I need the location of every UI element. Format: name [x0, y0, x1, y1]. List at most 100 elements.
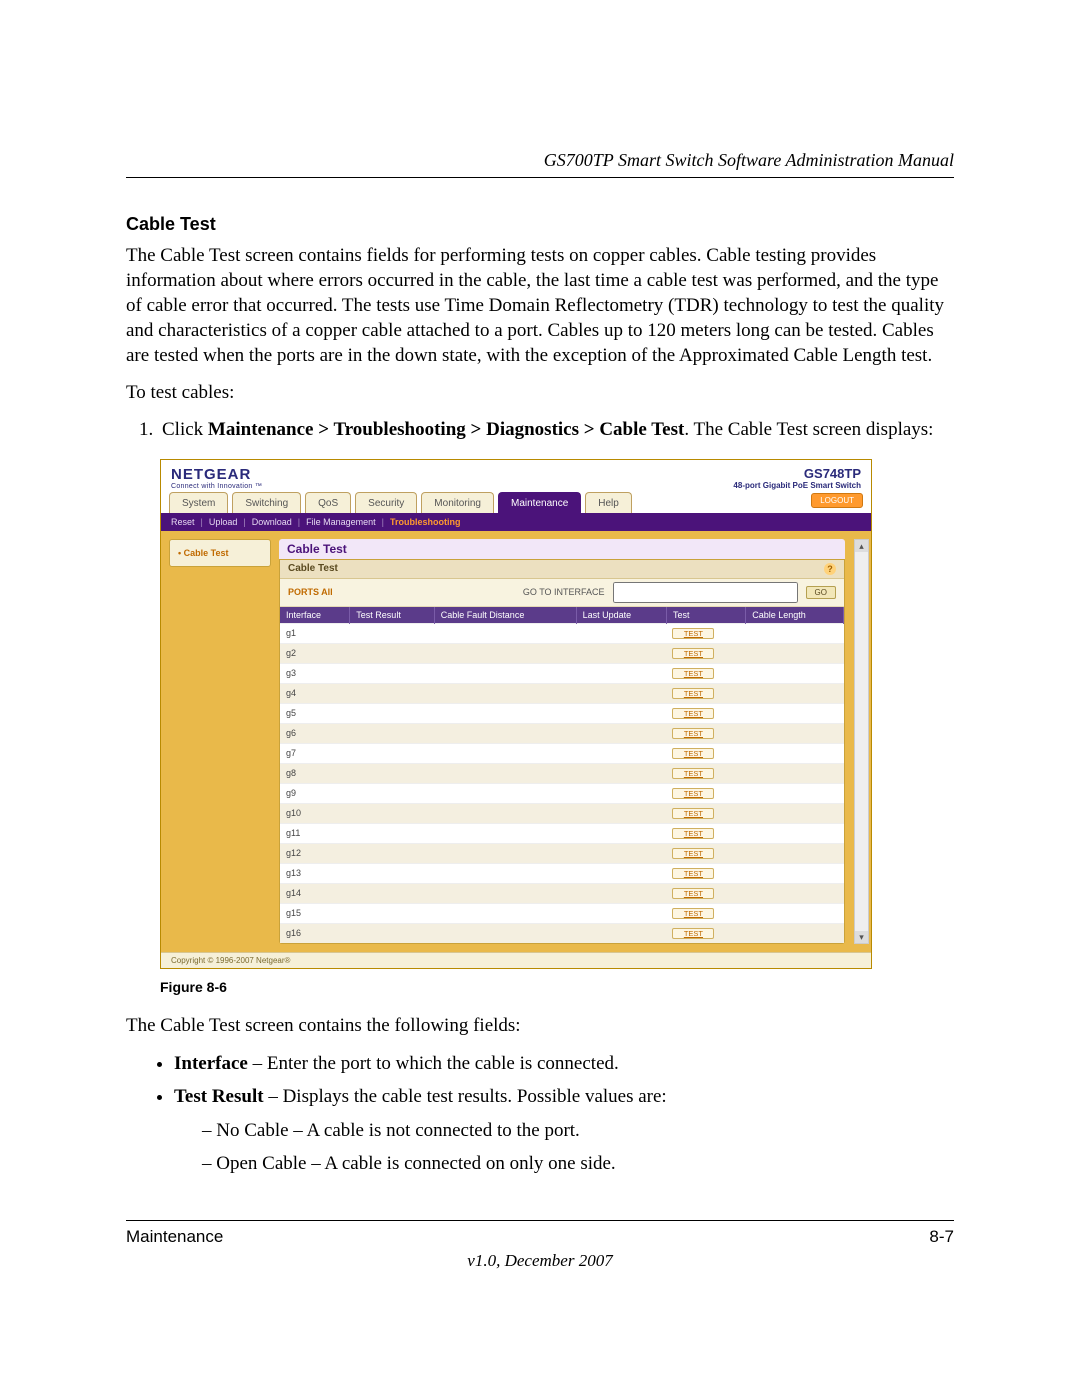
cell-fault-distance: [434, 883, 576, 903]
main-panel: Cable Test Cable Test ? PORTS All GO TO …: [279, 539, 845, 944]
vertical-scrollbar[interactable]: ▴ ▾: [854, 539, 869, 944]
cell-interface: g11: [280, 823, 350, 843]
tab-switching[interactable]: Switching: [232, 492, 301, 513]
cell-test-result: [350, 923, 434, 943]
table-row: g2TEST: [280, 643, 844, 663]
test-button[interactable]: TEST: [672, 928, 714, 939]
step-1: Click Maintenance > Troubleshooting > Di…: [158, 417, 954, 442]
cell-last-update: [576, 823, 666, 843]
cell-fault-distance: [434, 643, 576, 663]
sub-nav: Reset| Upload| Download| File Management…: [161, 513, 871, 531]
footer-version: v1.0, December 2007: [126, 1251, 954, 1271]
cell-fault-distance: [434, 783, 576, 803]
cell-interface: g5: [280, 703, 350, 723]
cell-fault-distance: [434, 903, 576, 923]
cell-test: TEST: [666, 743, 745, 763]
tab-qos[interactable]: QoS: [305, 492, 351, 513]
logo-block: NETGEAR Connect with Innovation ™: [171, 466, 262, 490]
table-header-row: Interface Test Result Cable Fault Distan…: [280, 607, 844, 624]
subnav-download[interactable]: Download: [252, 517, 292, 527]
go-button[interactable]: GO: [806, 586, 836, 599]
help-icon[interactable]: ?: [824, 563, 836, 575]
test-button[interactable]: TEST: [672, 688, 714, 699]
col-interface: Interface: [280, 607, 350, 624]
subnav-upload[interactable]: Upload: [209, 517, 238, 527]
cell-test-result: [350, 643, 434, 663]
cell-test-result: [350, 863, 434, 883]
table-row: g9TEST: [280, 783, 844, 803]
test-button[interactable]: TEST: [672, 748, 714, 759]
panel-subheading: Cable Test ?: [280, 560, 844, 579]
step-bold-path: Maintenance > Troubleshooting > Diagnost…: [208, 419, 684, 440]
step-prefix: Click: [162, 419, 208, 440]
cell-cable-length: [746, 623, 844, 643]
cell-last-update: [576, 923, 666, 943]
cell-fault-distance: [434, 823, 576, 843]
window-footer: Copyright © 1996-2007 Netgear®: [161, 952, 871, 968]
subnav-reset[interactable]: Reset: [171, 517, 195, 527]
col-cable-length: Cable Length: [746, 607, 844, 624]
test-button[interactable]: TEST: [672, 668, 714, 679]
cell-test-result: [350, 703, 434, 723]
scroll-down-icon[interactable]: ▾: [855, 931, 868, 943]
table-row: g3TEST: [280, 663, 844, 683]
bullet-interface-text: – Enter the port to which the cable is c…: [248, 1053, 619, 1074]
tab-security[interactable]: Security: [355, 492, 417, 513]
ports-all-label[interactable]: PORTS All: [288, 587, 333, 597]
subnav-troubleshooting[interactable]: Troubleshooting: [390, 517, 461, 527]
logout-button[interactable]: LOGOUT: [811, 493, 863, 508]
tab-monitoring[interactable]: Monitoring: [421, 492, 494, 513]
test-button[interactable]: TEST: [672, 788, 714, 799]
tab-system[interactable]: System: [169, 492, 228, 513]
scroll-up-icon[interactable]: ▴: [855, 540, 868, 552]
goto-interface-input[interactable]: [613, 582, 798, 603]
cell-interface: g7: [280, 743, 350, 763]
cell-fault-distance: [434, 743, 576, 763]
sidebar-item-cable-test[interactable]: • Cable Test: [170, 544, 270, 562]
test-button[interactable]: TEST: [672, 728, 714, 739]
cell-test: TEST: [666, 623, 745, 643]
test-button[interactable]: TEST: [672, 708, 714, 719]
test-button[interactable]: TEST: [672, 868, 714, 879]
cell-cable-length: [746, 883, 844, 903]
tab-maintenance[interactable]: Maintenance: [498, 492, 581, 513]
cell-fault-distance: [434, 843, 576, 863]
cell-cable-length: [746, 683, 844, 703]
subnav-filemgmt[interactable]: File Management: [306, 517, 376, 527]
cell-test-result: [350, 743, 434, 763]
test-button[interactable]: TEST: [672, 828, 714, 839]
product-desc: 48-port Gigabit PoE Smart Switch: [733, 481, 861, 490]
intro-paragraph: The Cable Test screen contains fields fo…: [126, 243, 954, 368]
cell-cable-length: [746, 903, 844, 923]
cell-last-update: [576, 783, 666, 803]
bullet-interface: Interface – Enter the port to which the …: [174, 1050, 954, 1078]
goto-interface-label: GO TO INTERFACE: [523, 587, 605, 597]
test-button[interactable]: TEST: [672, 808, 714, 819]
table-row: g12 TEST: [280, 843, 844, 863]
test-button[interactable]: TEST: [672, 888, 714, 899]
test-button[interactable]: TEST: [672, 628, 714, 639]
cell-interface: g6: [280, 723, 350, 743]
cell-fault-distance: [434, 623, 576, 643]
value-open-cable: Open Cable – A cable is connected on onl…: [202, 1150, 954, 1178]
table-row: g6 TEST: [280, 723, 844, 743]
cell-fault-distance: [434, 763, 576, 783]
cell-test-result: [350, 623, 434, 643]
cell-fault-distance: [434, 683, 576, 703]
test-button[interactable]: TEST: [672, 768, 714, 779]
col-fault-distance: Cable Fault Distance: [434, 607, 576, 624]
cell-test-result: [350, 783, 434, 803]
cell-test: TEST: [666, 703, 745, 723]
test-button[interactable]: TEST: [672, 848, 714, 859]
cell-test: TEST: [666, 903, 745, 923]
step-suffix: . The Cable Test screen displays:: [684, 419, 933, 440]
cell-cable-length: [746, 823, 844, 843]
tab-help[interactable]: Help: [585, 492, 632, 513]
cell-cable-length: [746, 643, 844, 663]
panel-subheading-text: Cable Test: [288, 563, 338, 574]
test-button[interactable]: TEST: [672, 648, 714, 659]
test-button[interactable]: TEST: [672, 908, 714, 919]
footer-page-number: 8-7: [929, 1227, 954, 1247]
cell-interface: g12: [280, 843, 350, 863]
table-row: g10TEST: [280, 803, 844, 823]
